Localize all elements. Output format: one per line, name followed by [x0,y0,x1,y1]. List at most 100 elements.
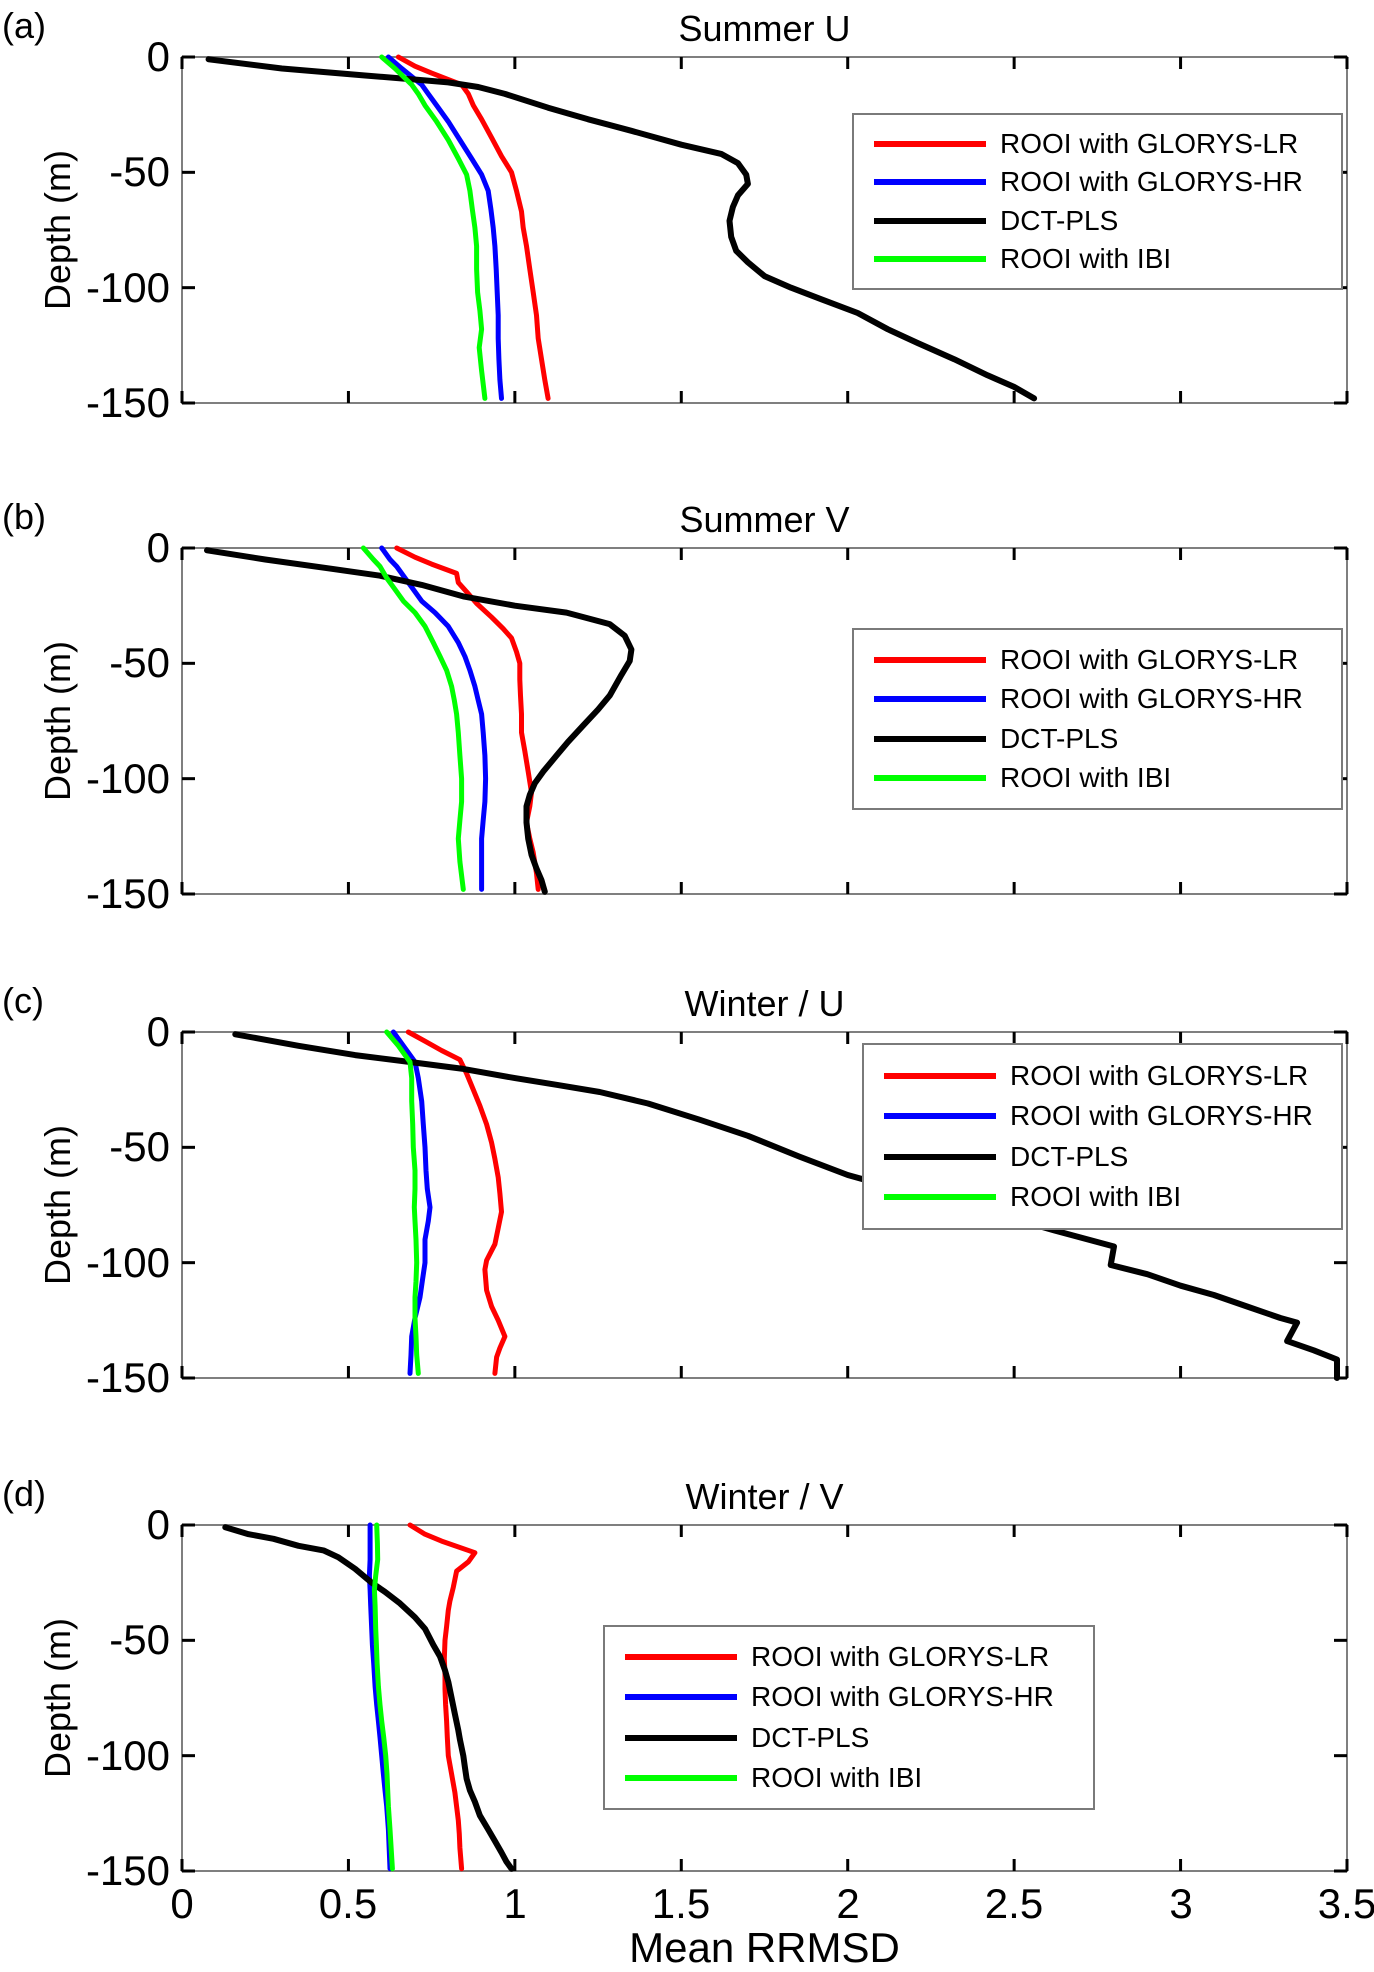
panel-summer-v: (b) Summer V Depth (m) 0 -50 -100 -150 R… [0,496,1374,917]
legend-line-green [625,1774,737,1781]
legend-line-blue [874,696,986,703]
panel-title: Winter / U [684,983,845,1024]
legend-label: ROOI with GLORYS-LR [1000,127,1299,159]
legend-line-green [874,256,986,263]
legend-label: ROOI with IBI [1000,762,1172,794]
axes-box-d [181,1524,1348,1872]
legend-line-blue [874,179,986,186]
x-axis-label: Mean RRMSD [629,1924,900,1971]
legend-item: ROOI with IBI [884,1181,1341,1213]
legend-label: ROOI with GLORYS-LR [751,1641,1050,1673]
legend: ROOI with GLORYS-LR ROOI with GLORYS-HR … [852,628,1343,810]
legend-label: ROOI with GLORYS-LR [1010,1059,1309,1091]
panel-winter-v: (d) Winter / V Depth (m) 0 -50 -100 -150… [0,1473,1374,1894]
series-line-rooi-with-glorys-hr-d [366,1522,393,1872]
legend: ROOI with GLORYS-LR ROOI with GLORYS-HR … [862,1043,1343,1230]
y-tick-label: -100 [85,264,170,311]
y-tick-label: -100 [85,755,170,802]
panel-title: Winter / V [685,1476,844,1517]
legend-label: ROOI with IBI [1000,243,1172,275]
legend-item: DCT-PLS [625,1722,1093,1754]
legend-item: DCT-PLS [884,1141,1341,1173]
legend-label: ROOI with GLORYS-HR [1010,1100,1313,1132]
panel-title: Summer U [678,8,851,49]
panel-winter-u: (c) Winter / U Depth (m) 0 -50 -100 -150… [0,980,1374,1401]
panel-label: (b) [2,496,46,537]
legend-item: ROOI with GLORYS-HR [874,166,1341,198]
y-tick-label: 0 [146,524,170,571]
legend-item: ROOI with GLORYS-HR [625,1681,1093,1713]
legend-line-blue [884,1113,996,1120]
legend-line-red [625,1654,737,1661]
legend-line-black [884,1153,996,1160]
panel-title: Summer V [679,499,850,540]
series-line-rooi-with-ibi-a [379,54,488,401]
x-tick-label: 0 [170,1880,194,1927]
y-tick-label: -150 [85,1354,170,1401]
legend-item: ROOI with IBI [874,762,1341,794]
y-tick-label: -50 [109,639,170,686]
legend-label: ROOI with IBI [1010,1181,1182,1213]
panel-label: (c) [2,980,44,1021]
legend-item: ROOI with GLORYS-LR [625,1641,1093,1673]
legend-item: DCT-PLS [874,723,1341,755]
x-tick-label: 3 [1169,1880,1193,1927]
legend-item: ROOI with GLORYS-LR [874,128,1341,160]
y-tick-label: -100 [85,1732,170,1779]
legend-item: ROOI with GLORYS-HR [874,683,1341,715]
legend-line-red [874,656,986,663]
x-tick-label: 2 [836,1880,860,1927]
legend-line-black [874,735,986,742]
x-tick-label: 1.5 [651,1880,711,1927]
x-tick-label: 0.5 [318,1880,378,1927]
legend-line-green [874,775,986,782]
y-tick-label: -100 [85,1239,170,1286]
legend: ROOI with GLORYS-LR ROOI with GLORYS-HR … [852,113,1343,290]
legend-item: ROOI with GLORYS-LR [874,644,1341,676]
series-line-rooi-with-glorys-hr-a [385,54,504,401]
y-tick-label: 0 [146,33,170,80]
legend-label: ROOI with GLORYS-HR [751,1681,1054,1713]
legend-line-green [884,1194,996,1201]
axes-box-c [181,1031,1348,1379]
y-tick-label: 0 [146,1501,170,1548]
legend-item: ROOI with GLORYS-HR [884,1100,1341,1132]
panel-label: (d) [2,1473,46,1514]
legend-item: ROOI with IBI [874,243,1341,275]
legend-line-black [625,1734,737,1741]
series-line-rooi-with-ibi-c [384,1029,421,1376]
legend-line-red [874,140,986,147]
y-tick-label: -50 [109,148,170,195]
series-line-dct-pls-a [205,56,1038,402]
x-tick-label: 2.5 [984,1880,1044,1927]
x-tick-label: 1 [503,1880,527,1927]
legend-label: DCT-PLS [751,1721,870,1753]
legend-item: DCT-PLS [874,205,1341,237]
series-line-rooi-with-ibi-b [360,545,466,892]
y-tick-label: -50 [109,1123,170,1170]
y-tick-label: -150 [85,1847,170,1894]
axes-box-b [181,547,1348,895]
legend: ROOI with GLORYS-LR ROOI with GLORYS-HR … [603,1625,1095,1810]
legend-label: DCT-PLS [1010,1140,1129,1172]
legend-line-red [884,1072,996,1079]
legend-label: ROOI with IBI [751,1761,923,1793]
legend-item: ROOI with IBI [625,1762,1093,1794]
y-tick-label: -50 [109,1616,170,1663]
legend-item: ROOI with GLORYS-LR [884,1060,1341,1092]
axes-box-a [181,56,1348,404]
y-tick-label: 0 [146,1008,170,1055]
x-tick-label: 3.5 [1317,1880,1374,1927]
legend-line-blue [625,1694,737,1701]
legend-line-black [874,217,986,224]
legend-label: DCT-PLS [1000,204,1119,236]
series-line-dct-pls-d [222,1524,515,1872]
panel-summer-u: (a) Summer U Depth (m) 0 -50 -100 -150 R… [0,5,1374,426]
y-tick-label: -150 [85,379,170,426]
legend-label: ROOI with GLORYS-LR [1000,643,1299,675]
panel-label: (a) [2,5,46,46]
y-tick-label: -150 [85,870,170,917]
series-line-rooi-with-ibi-d [371,1522,395,1872]
legend-label: ROOI with GLORYS-HR [1000,683,1303,715]
legend-label: ROOI with GLORYS-HR [1000,166,1303,198]
